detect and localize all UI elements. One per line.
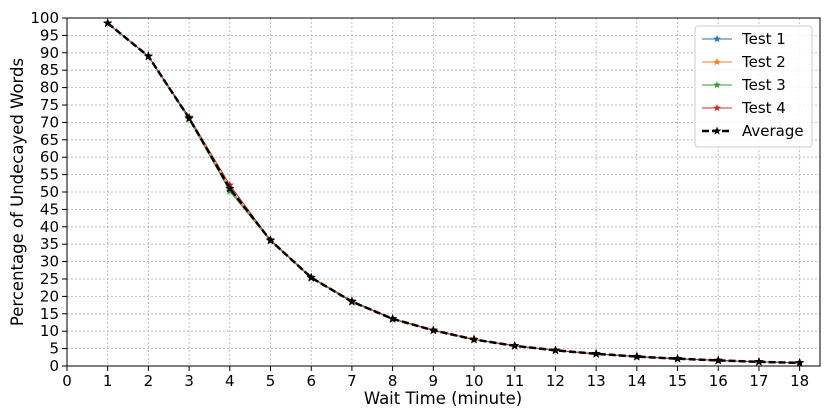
y-tick-label: 100 — [30, 9, 59, 27]
x-tick-label: 18 — [790, 372, 809, 390]
x-tick-label: 10 — [464, 372, 483, 390]
y-tick-label: 0 — [49, 357, 59, 375]
y-tick-label: 5 — [49, 340, 59, 358]
data-point-marker — [224, 183, 235, 193]
y-tick-label: 70 — [40, 113, 59, 131]
y-tick-label: 95 — [40, 26, 59, 44]
y-tick-label: 35 — [40, 235, 59, 253]
y-tick-label: 40 — [40, 218, 59, 236]
ticks-layer: 0 1 2 3 4 5 6 7 8 9 10 11 12 13 14 15 16 17 18051015202530… — [30, 9, 809, 390]
x-tick-label: 7 — [347, 372, 357, 390]
series-line — [106, 22, 800, 365]
x-tick-label: 12 — [546, 372, 565, 390]
x-tick-label: 3 — [184, 372, 194, 390]
data-point-marker — [794, 357, 805, 367]
data-point-marker — [102, 18, 113, 28]
y-tick-label: 25 — [40, 270, 59, 288]
y-axis-label: Percentage of Undecayed Words — [8, 58, 27, 326]
legend-marker — [713, 81, 721, 89]
x-tick-label: 17 — [749, 372, 768, 390]
y-tick-label: 65 — [40, 131, 59, 149]
data-point-marker — [550, 345, 561, 355]
data-point-marker — [672, 353, 683, 363]
data-point-marker — [306, 272, 317, 282]
y-tick-label: 45 — [40, 200, 59, 218]
x-tick-label: 14 — [627, 372, 646, 390]
y-tick-label: 50 — [40, 183, 59, 201]
y-tick-label: 90 — [40, 44, 59, 62]
legend-label: Test 1 — [741, 30, 786, 48]
y-tick-label: 80 — [40, 79, 59, 97]
y-tick-label: 60 — [40, 148, 59, 166]
data-point-marker — [265, 235, 276, 245]
data-point-marker — [347, 296, 357, 306]
x-axis-label: Wait Time (minute) — [364, 389, 522, 408]
data-point-marker — [591, 348, 601, 358]
data-point-marker — [143, 51, 154, 61]
series-layer — [102, 18, 805, 367]
legend: Test 1 Test 2 Test 3 Test 4 Average — [694, 25, 813, 148]
data-point-marker — [184, 113, 194, 123]
legend-marker — [713, 58, 721, 66]
y-tick-label: 10 — [40, 322, 59, 340]
x-tick-label: 4 — [225, 372, 235, 390]
data-point-marker — [225, 186, 235, 196]
x-tick-label: 1 — [103, 372, 113, 390]
legend-label: Test 4 — [741, 99, 786, 117]
legend-label: Test 2 — [741, 53, 786, 71]
y-tick-label: 20 — [40, 287, 59, 305]
legend-marker — [713, 35, 721, 43]
grid-layer — [66, 17, 820, 367]
x-tick-label: 2 — [144, 372, 154, 390]
x-tick-label: 5 — [266, 372, 276, 390]
data-point-marker — [509, 340, 520, 350]
x-tick-label: 16 — [709, 372, 728, 390]
legend-label: Test 3 — [741, 76, 786, 94]
x-tick-label: 9 — [429, 372, 439, 390]
data-point-marker — [387, 313, 398, 323]
x-tick-label: 8 — [388, 372, 398, 390]
x-tick-label: 13 — [587, 372, 606, 390]
data-point-marker — [713, 355, 724, 365]
legend-box — [694, 25, 813, 148]
data-point-marker — [469, 334, 479, 344]
x-tick-label: 0 — [62, 372, 72, 390]
y-tick-label: 75 — [40, 96, 59, 114]
y-tick-label: 30 — [40, 253, 59, 271]
y-tick-label: 85 — [40, 61, 59, 79]
data-point-marker — [754, 356, 764, 366]
series-average — [102, 18, 805, 367]
x-tick-label: 15 — [668, 372, 687, 390]
data-point-marker — [632, 351, 642, 361]
y-tick-label: 55 — [40, 166, 59, 184]
data-point-marker — [428, 325, 439, 335]
legend-marker — [712, 126, 722, 135]
y-tick-label: 15 — [40, 305, 59, 323]
x-tick-label: 6 — [306, 372, 316, 390]
x-tick-label: 11 — [505, 372, 524, 390]
legend-label: Average — [742, 122, 804, 140]
legend-marker — [713, 104, 721, 112]
